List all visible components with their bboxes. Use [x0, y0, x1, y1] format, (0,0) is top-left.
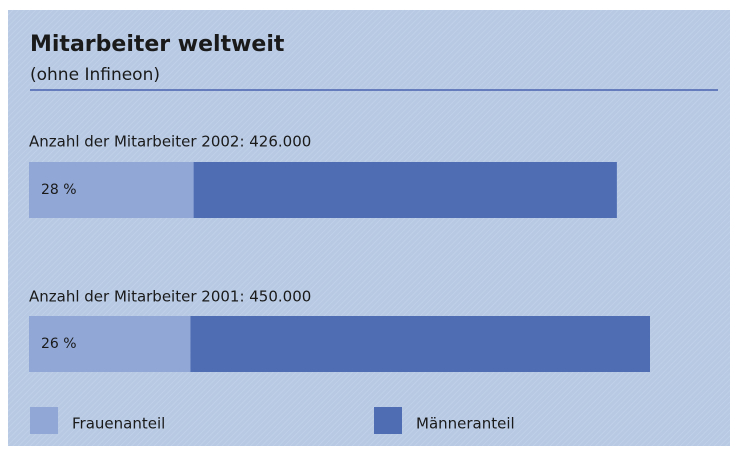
- value-label: 26 %: [41, 336, 77, 352]
- category-label: Anzahl der Mitarbeiter 2002: 426.000: [29, 133, 311, 151]
- bar-segment: [190, 316, 650, 372]
- bar-segment: [29, 316, 191, 372]
- legend-swatch: [374, 407, 402, 434]
- bar-segment: [29, 162, 194, 218]
- legend-label: Männeranteil: [416, 415, 515, 433]
- legend-swatch: [30, 407, 58, 434]
- chart-title: Mitarbeiter weltweit: [30, 32, 285, 57]
- bar-segment: [193, 162, 617, 218]
- chart-subtitle: (ohne Infineon): [30, 65, 160, 85]
- panel: [8, 10, 730, 446]
- legend-label: Frauenanteil: [72, 415, 165, 433]
- value-label: 28 %: [41, 182, 77, 198]
- category-label: Anzahl der Mitarbeiter 2001: 450.000: [29, 288, 311, 306]
